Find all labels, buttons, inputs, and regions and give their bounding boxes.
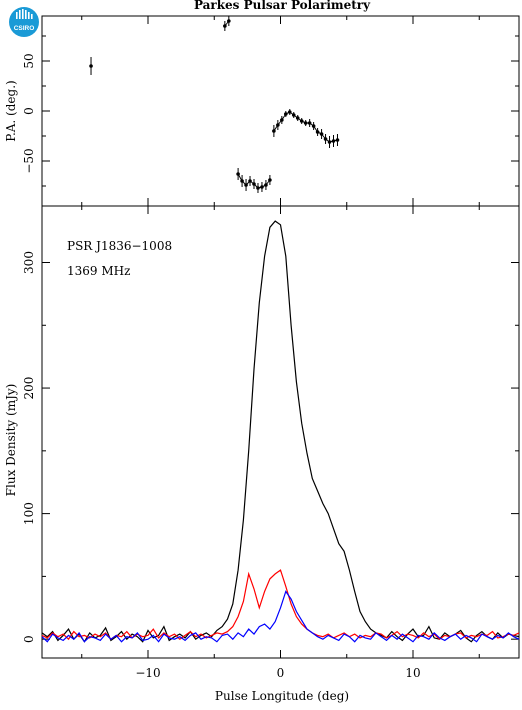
circular-polarization-line	[41, 590, 520, 643]
flux-y-axis-label: Flux Density (mJy)	[4, 384, 18, 497]
pa-point	[331, 139, 336, 143]
pa-point	[335, 138, 340, 142]
linear-polarization-line	[41, 569, 520, 641]
flux-y-tick-label: 0	[22, 635, 36, 643]
flux-y-tick-label: 300	[22, 251, 36, 274]
flux-x-tick-label: −10	[135, 666, 160, 680]
pa-point	[89, 64, 93, 68]
pa-point	[303, 121, 308, 125]
pa-point	[272, 129, 276, 133]
pa-point	[311, 124, 316, 128]
pa-point	[276, 123, 280, 127]
pa-point	[236, 172, 240, 176]
pa-y-tick-label: −50	[22, 148, 36, 173]
pa-point	[260, 185, 264, 189]
pa-y-tick-labels: −50 0 50	[22, 53, 36, 173]
pa-panel: −50 0 50 P.A. (deg.)	[4, 15, 520, 207]
pa-point	[287, 110, 292, 114]
frequency-annotation: 1369 MHz	[67, 264, 130, 278]
pulsar-name-annotation: PSR J1836−1008	[67, 239, 172, 253]
pa-point	[268, 178, 272, 182]
pa-point	[223, 24, 227, 28]
pa-point	[280, 118, 284, 122]
csiro-logo: CSIRO	[9, 7, 39, 37]
chart-title: Parkes Pulsar Polarimetry	[194, 0, 371, 12]
pa-point	[291, 113, 296, 117]
pa-y-tick-label: 50	[22, 53, 36, 68]
pa-point	[248, 179, 252, 183]
flux-x-tick-label: 10	[405, 666, 420, 680]
pa-panel-ticks	[42, 16, 519, 206]
pa-point	[252, 182, 256, 186]
pa-point	[315, 130, 320, 134]
pa-point	[284, 112, 288, 116]
pa-point	[295, 116, 300, 120]
flux-y-tick-label: 200	[22, 377, 36, 400]
pa-y-tick-label: 0	[22, 107, 36, 115]
pa-point	[264, 183, 268, 187]
pa-data-points	[89, 16, 340, 193]
flux-series-lines	[41, 220, 520, 643]
flux-y-tick-labels: 0 100 200 300	[22, 251, 36, 643]
pa-point	[227, 19, 231, 23]
logo-bars-icon	[16, 9, 33, 19]
pa-point	[244, 183, 248, 187]
pa-point	[307, 121, 312, 125]
total-intensity-line	[41, 220, 520, 643]
pa-point	[256, 186, 260, 190]
pa-point	[299, 119, 304, 123]
flux-x-tick-label: 0	[277, 666, 285, 680]
pa-point	[327, 140, 332, 144]
pa-point	[240, 179, 244, 183]
logo-text: CSIRO	[14, 25, 35, 32]
pa-point	[323, 137, 328, 141]
flux-x-axis-label: Pulse Longitude (deg)	[215, 689, 349, 703]
flux-panel: 0 100 200 300 −10 0 10 PSR J1836−1008 1369 MH…	[4, 205, 520, 703]
pa-y-axis-label: P.A. (deg.)	[4, 80, 18, 141]
csiro-logo-circle	[9, 7, 39, 37]
flux-y-tick-label: 100	[22, 502, 36, 525]
pa-panel-frame	[41, 15, 520, 207]
pa-point	[319, 132, 324, 136]
flux-x-tick-labels: −10 0 10	[135, 666, 420, 680]
